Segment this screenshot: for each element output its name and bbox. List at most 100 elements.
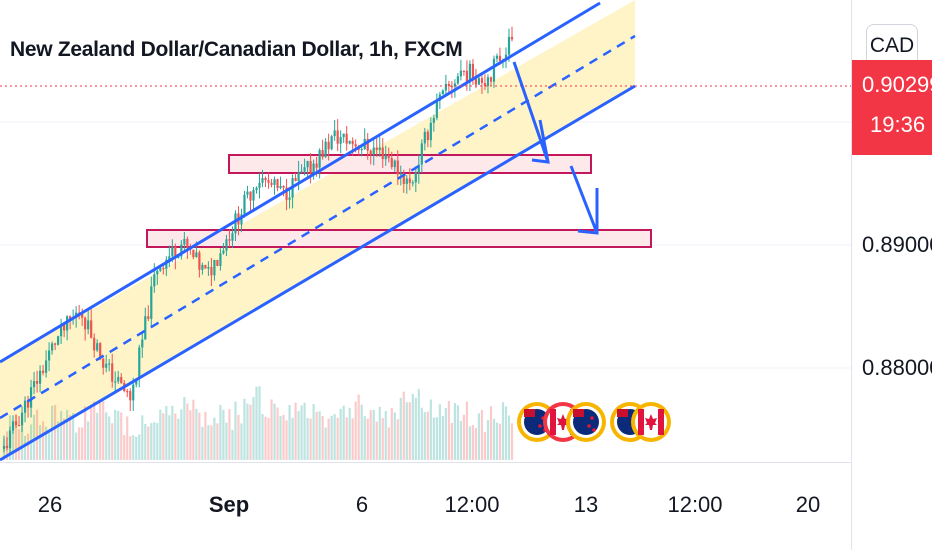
volume-bar xyxy=(330,415,333,460)
volume-bar xyxy=(222,409,225,460)
candle-body xyxy=(132,384,135,401)
volume-bar xyxy=(363,416,366,460)
volume-bar xyxy=(462,414,466,460)
volume-bar xyxy=(489,406,493,460)
candle-body xyxy=(417,164,420,173)
candle-body xyxy=(408,178,411,183)
volume-bar xyxy=(426,411,429,460)
volume-bar xyxy=(210,425,213,460)
volume-bar xyxy=(447,400,450,460)
candle-body xyxy=(261,177,264,183)
volume-bar xyxy=(273,403,276,460)
candle-body xyxy=(2,445,6,449)
candle-body xyxy=(14,421,18,426)
volume-bar xyxy=(123,434,126,460)
volume-bar xyxy=(264,416,267,460)
candle-body xyxy=(351,140,354,145)
volume-bar xyxy=(249,404,252,460)
candle-body xyxy=(339,137,342,144)
volume-bar xyxy=(303,402,306,460)
volume-bar xyxy=(186,403,189,460)
chart-title: New Zealand Dollar/Canadian Dollar, 1h, … xyxy=(10,38,463,61)
volume-bar xyxy=(342,405,345,460)
projection-arrow-two[interactable] xyxy=(569,165,599,235)
volume-bar xyxy=(150,423,153,460)
volume-bar xyxy=(216,423,219,460)
volume-bar xyxy=(129,436,132,460)
volume-bar xyxy=(321,416,324,460)
volume-bar xyxy=(459,421,462,460)
candle-body xyxy=(204,264,207,269)
volume-bar xyxy=(246,403,249,460)
volume-bar xyxy=(26,433,30,460)
candle-body xyxy=(303,167,306,172)
candle-body xyxy=(432,117,435,123)
projection-arrow-one[interactable] xyxy=(512,61,550,164)
volume-bar xyxy=(291,417,294,460)
candle-body xyxy=(141,339,144,348)
candle-body xyxy=(29,387,33,408)
candle-body xyxy=(309,161,312,174)
candle-body xyxy=(23,400,27,413)
volume-bar xyxy=(267,418,270,460)
candle-body xyxy=(393,160,396,168)
volume-bar xyxy=(252,397,255,460)
volume-bar xyxy=(429,399,432,460)
last-price: 0.90299 xyxy=(862,72,932,97)
volume-bar xyxy=(276,407,279,460)
candle-body xyxy=(102,358,105,368)
candle-body xyxy=(420,143,423,165)
time-label-20: 20 xyxy=(795,492,821,517)
candle-body xyxy=(459,70,462,77)
candle-body xyxy=(150,286,153,319)
volume-bar xyxy=(393,412,396,460)
volume-bar xyxy=(510,423,514,460)
volume-bar xyxy=(288,404,291,460)
candle-body xyxy=(294,178,297,181)
volume-bar xyxy=(270,399,273,460)
volume-bar xyxy=(297,410,300,460)
volume-bar xyxy=(327,418,330,460)
channel-midline[interactable] xyxy=(0,34,636,420)
candle-body xyxy=(282,185,285,188)
candle-body xyxy=(153,274,156,287)
candle-body xyxy=(38,370,42,384)
volume-bar xyxy=(117,410,120,460)
channel-lower-line[interactable] xyxy=(0,84,636,462)
volume-bar xyxy=(306,418,309,460)
volume-bar xyxy=(32,414,36,460)
candle-body xyxy=(498,55,502,62)
candle-body xyxy=(324,141,327,158)
volume-bar xyxy=(360,404,363,460)
candle-body xyxy=(219,253,222,266)
event-flags-group-two[interactable] xyxy=(610,402,671,442)
candle-body xyxy=(450,86,453,88)
last-price-tag: 0.90299 19:36 xyxy=(852,60,932,155)
channel-upper-line[interactable] xyxy=(0,1,601,364)
candle-body xyxy=(180,244,183,257)
candle-body xyxy=(300,171,303,173)
event-flags-group-one[interactable] xyxy=(517,402,606,442)
volume-bar xyxy=(453,403,456,460)
volume-bar xyxy=(138,434,141,460)
volume-bar xyxy=(231,429,234,460)
candle-body xyxy=(249,191,252,201)
ca-flag-icon[interactable] xyxy=(631,402,671,442)
volume-bar xyxy=(420,407,423,460)
volume-bar xyxy=(399,397,402,460)
candle-body xyxy=(234,213,237,234)
lower-support-zone[interactable] xyxy=(146,229,652,248)
volume-bar xyxy=(237,414,240,460)
volume-bar xyxy=(219,405,222,460)
volume-bar xyxy=(14,414,18,460)
volume-bar xyxy=(17,428,21,460)
candle-body xyxy=(47,350,51,361)
volume-bar xyxy=(177,418,180,460)
candle-body xyxy=(198,252,201,270)
volume-bar xyxy=(312,404,315,460)
volume-bar xyxy=(354,401,357,460)
volume-bar xyxy=(144,423,147,460)
nz-flag-icon[interactable] xyxy=(566,402,606,442)
candle-body xyxy=(156,270,159,275)
